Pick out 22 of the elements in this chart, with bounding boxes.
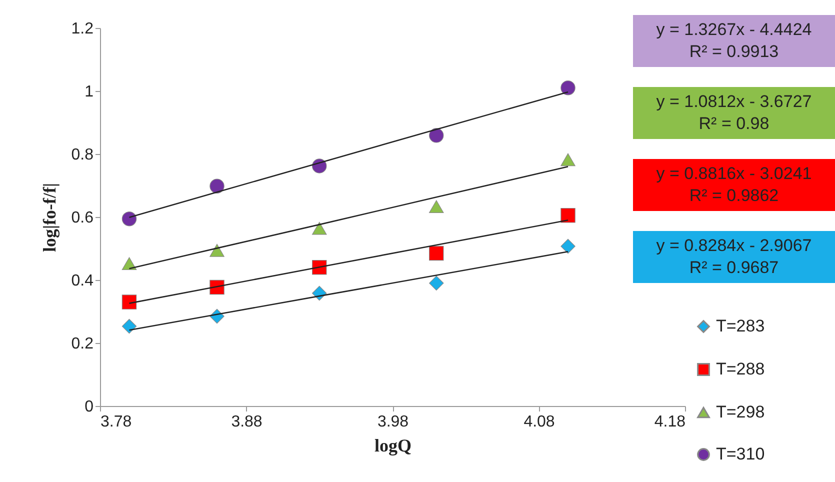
- annotation: y = 1.3267x - 4.4424 R² = 0.9913: [633, 15, 835, 67]
- y-tick-label: 0.8: [71, 146, 94, 164]
- x-tick-label: 3.98: [377, 414, 409, 430]
- x-tick-label: 4.08: [524, 414, 555, 430]
- legend-label: T=310: [716, 444, 765, 464]
- annotation: y = 0.8816x - 3.0241 R² = 0.9862: [633, 159, 835, 211]
- y-tick-label: 0.6: [71, 210, 94, 226]
- legend-label: T=288: [716, 360, 765, 378]
- y-tick-label: 0.2: [71, 336, 94, 352]
- x-tick-label: 4.18: [654, 414, 686, 430]
- x-tick-label: 3.78: [100, 414, 132, 430]
- x-tick-label: 3.88: [231, 414, 262, 430]
- legend-label: T=298: [716, 402, 765, 422]
- y-axis-title: log|fo-f/f|: [39, 183, 60, 252]
- legend-label: T=283: [716, 316, 765, 336]
- x-axis-title: logQ: [374, 436, 412, 456]
- annotation: y = 1.0812x - 3.6727 R² = 0.98: [633, 87, 835, 139]
- y-tick-label: 1: [84, 84, 94, 100]
- y-tick-label: 0: [84, 398, 94, 416]
- annotation: y = 0.8284x - 2.9067 R² = 0.9687: [633, 231, 835, 283]
- y-tick-label: 1.2: [71, 20, 94, 38]
- y-tick-label: 0.4: [71, 272, 94, 290]
